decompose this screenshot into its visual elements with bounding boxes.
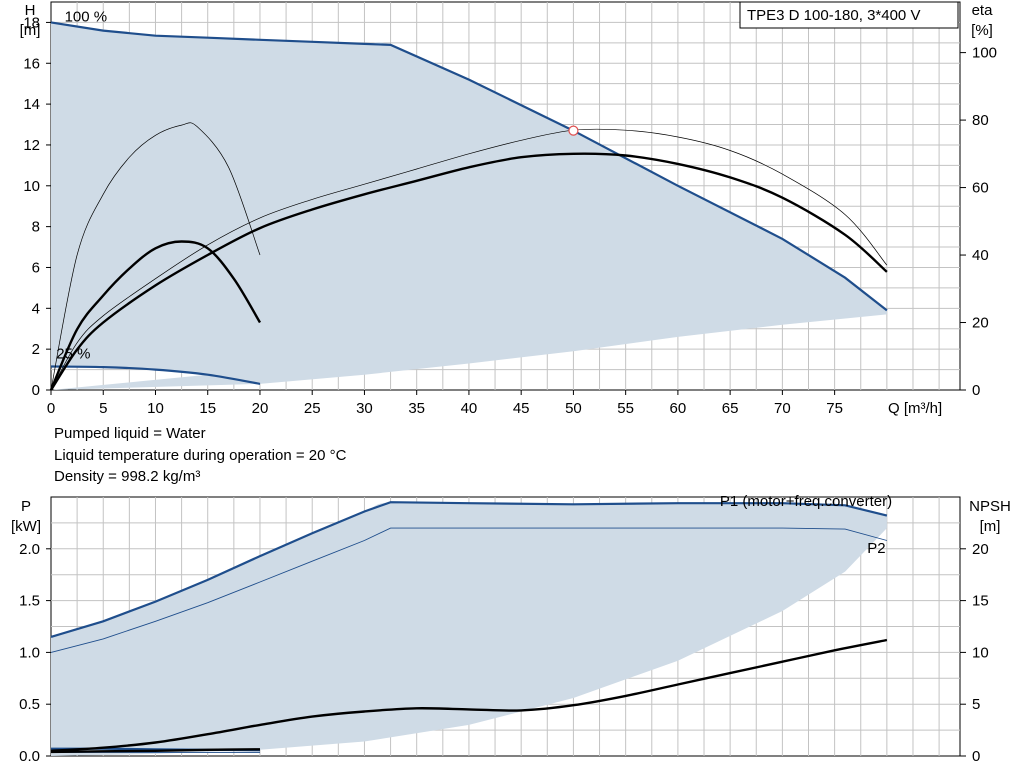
curve-p2	[50, 527, 888, 653]
label-100-percent: 100 %	[65, 8, 108, 25]
y2-tick-label: 10	[972, 644, 989, 661]
curve-100-	[50, 21, 888, 312]
y2-tick-label: 15	[972, 593, 989, 610]
bottom-axes: 0.0 0.5 1.0 1.5 2.0 0 5 10 15 20	[19, 541, 989, 765]
y-axis-title-h: H	[25, 2, 36, 19]
x-tick-label: 0	[47, 400, 55, 417]
y-tick-label: 2	[32, 341, 40, 358]
y-tick-label: 0.5	[19, 696, 40, 713]
note-pumped-liquid: Pumped liquid = Water	[54, 425, 206, 442]
x-tick-label: 45	[513, 400, 530, 417]
liquid-notes: Pumped liquid = Water Liquid temperature…	[54, 423, 346, 488]
y2-tick-label: 100	[972, 45, 997, 62]
y2-axis-title-npsh: NPSH	[969, 498, 1011, 515]
y2-tick-label: 40	[972, 247, 989, 264]
bottom-series: P1 (motor+freq.converter) P2	[50, 493, 892, 754]
x-tick-label: 75	[826, 400, 843, 417]
y2-tick-label: 0	[972, 382, 980, 399]
y-axis-unit-p: [kW]	[11, 518, 41, 535]
x-tick-label: 20	[252, 400, 269, 417]
y-tick-label: 12	[23, 137, 40, 154]
title-box: TPE3 D 100-180, 3*400 V	[739, 1, 959, 29]
y-tick-label: 10	[23, 178, 40, 195]
y2-tick-label: 80	[972, 112, 989, 129]
y2-axis-title-eta: eta	[972, 2, 994, 19]
y2-axis-unit-npsh: [m]	[980, 518, 1001, 535]
operating-area-fill	[51, 22, 887, 391]
head-efficiency-plot: 100 % 25 % 0 2 4 6 8 10 12 14 16 18 0 20 40 60 80 100 0 5 1…	[20, 1, 997, 417]
x-tick-label: 40	[461, 400, 478, 417]
x-tick-label: 60	[670, 400, 687, 417]
y-tick-label: 8	[32, 219, 40, 236]
label-p1: P1 (motor+freq.converter)	[720, 493, 892, 510]
x-axis-title-q: Q [m³/h]	[888, 400, 942, 417]
curve-p1-motor-freq-converter-	[50, 501, 888, 638]
y-tick-label: 0.0	[19, 748, 40, 765]
note-liquid-temperature: Liquid temperature during operation = 20…	[54, 446, 347, 464]
y2-tick-label: 5	[972, 696, 980, 713]
x-tick-label: 5	[99, 400, 107, 417]
bottom-npsh-area	[51, 501, 887, 756]
x-tick-label: 55	[617, 400, 634, 417]
y2-tick-label: 20	[972, 541, 989, 558]
y-tick-label: 18	[23, 14, 40, 31]
x-tick-label: 35	[408, 400, 425, 417]
label-25-percent: 25 %	[56, 345, 90, 362]
y-axis-title-p: P	[21, 498, 31, 515]
y2-axis-unit-eta: [%]	[971, 22, 993, 39]
curve-eta-25-thick	[49, 240, 262, 391]
note-density: Density = 998.2 kg/m³	[54, 468, 201, 485]
title-box-label: TPE3 D 100-180, 3*400 V	[747, 7, 920, 24]
title-box-frame	[739, 1, 959, 29]
y-tick-label: 1.5	[19, 593, 40, 610]
label-p2: P2	[867, 540, 885, 557]
x-tick-label: 50	[565, 400, 582, 417]
y-tick-label: 0	[32, 382, 40, 399]
x-tick-label: 70	[774, 400, 791, 417]
top-axes: 0 2 4 6 8 10 12 14 16 18 0 20 40 60 80 100 0 5 10 15 20 25 30 3…	[23, 14, 997, 417]
x-tick-label: 25	[304, 400, 321, 417]
x-tick-label: 65	[722, 400, 739, 417]
bottom-axis-titles: P [kW] NPSH [m]	[11, 498, 1011, 535]
curve-npsh-25	[50, 748, 261, 754]
y-tick-label: 6	[32, 259, 40, 276]
y-tick-label: 16	[23, 55, 40, 72]
y-axis-unit-h: [m]	[20, 22, 41, 39]
duty-point-marker	[568, 125, 579, 136]
y-tick-label: 4	[32, 300, 40, 317]
power-npsh-plot: P1 (motor+freq.converter) P2 0.0 0.5 1.0 1.5…	[11, 493, 1011, 765]
top-operating-area	[51, 22, 887, 391]
y-tick-label: 1.0	[19, 644, 40, 661]
y2-tick-label: 60	[972, 180, 989, 197]
y-tick-label: 14	[23, 96, 40, 113]
npsh-area-fill	[51, 501, 887, 756]
y2-tick-label: 20	[972, 315, 989, 332]
top-axis-titles: H [m] eta [%] Q [m³/h]	[20, 2, 994, 417]
curve-npsh-100	[50, 638, 888, 752]
x-tick-label: 10	[147, 400, 164, 417]
y2-tick-label: 0	[972, 748, 980, 765]
curve-eta-100-thin	[50, 128, 888, 391]
curve-25-	[50, 365, 261, 385]
x-tick-label: 30	[356, 400, 373, 417]
y-tick-label: 2.0	[19, 541, 40, 558]
curve-eta-100-thick	[49, 152, 888, 391]
top-series: 100 % 25 %	[49, 8, 888, 391]
curve-eta-25-thin	[50, 122, 261, 391]
x-tick-label: 15	[199, 400, 216, 417]
